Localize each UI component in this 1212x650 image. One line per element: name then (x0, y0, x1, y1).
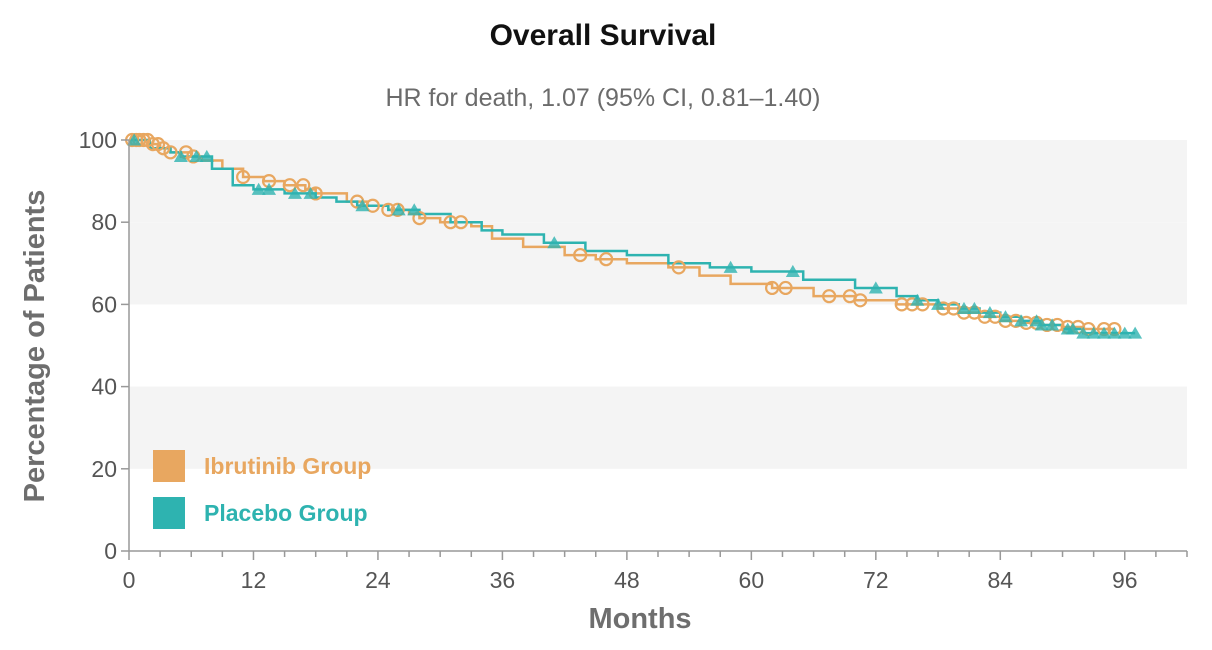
censor-mark-0-7 (156, 141, 171, 156)
background-bands (129, 140, 1187, 469)
censor-mark-1-27 (1076, 326, 1091, 339)
censor-mark-0-22 (453, 215, 469, 230)
x-tick-label-60: 60 (739, 567, 765, 593)
censor-mark-1-10 (407, 203, 422, 216)
censor-mark-1-9 (391, 203, 406, 216)
censor-mark-1-13 (785, 264, 800, 278)
censor-mark-1-3 (199, 149, 214, 162)
censor-mark-1-20 (998, 310, 1013, 323)
x-axis-title: Months (588, 603, 691, 635)
censor-mark-1-28 (1086, 326, 1101, 339)
censor-mark-1-2 (189, 149, 204, 162)
y-tick-label-20: 20 (91, 456, 117, 482)
censor-mark-1-16 (931, 297, 946, 310)
censor-mark-0-20 (412, 210, 427, 226)
censor-mark-1-11 (547, 236, 562, 249)
censor-mark-1-1 (173, 149, 188, 162)
censor-mark-0-28 (822, 289, 837, 304)
censor-mark-0-26 (764, 280, 780, 296)
legend-label-ibrutinib: Ibrutinib Group (204, 453, 371, 479)
censor-mark-1-21 (1014, 314, 1029, 327)
y-tick-label-40: 40 (91, 374, 117, 400)
y-tick-label-60: 60 (91, 291, 117, 317)
censor-mark-0-27 (778, 280, 793, 296)
x-tick-label-72: 72 (863, 567, 889, 593)
censor-mark-1-30 (1107, 326, 1122, 339)
censor-mark-0-17 (365, 198, 380, 213)
chart-title: Overall Survival (490, 19, 717, 52)
axes (121, 139, 1188, 560)
x-tick-label-84: 84 (987, 567, 1013, 593)
legend-swatch-ibrutinib (153, 450, 185, 482)
legend: Ibrutinib Group Placebo Group (153, 450, 371, 529)
censor-mark-1-12 (723, 260, 738, 273)
censor-mark-1-14 (868, 281, 883, 294)
censor-mark-1-29 (1097, 326, 1112, 339)
censor-mark-1-32 (1128, 326, 1143, 339)
x-tick-label-96: 96 (1112, 567, 1138, 593)
censor-mark-1-15 (910, 293, 925, 306)
censor-mark-0-21 (443, 215, 458, 230)
tick-labels: 0 12 24 36 48 60 72 84 96 0 20 40 60 80 100 (79, 127, 1138, 593)
censor-mark-1-5 (262, 182, 277, 195)
x-tick-label-36: 36 (490, 567, 516, 593)
censor-mark-0-24 (599, 252, 614, 267)
censor-mark-1-4 (251, 182, 266, 195)
band-top (129, 140, 1187, 223)
censor-mark-1-24 (1045, 318, 1060, 331)
censor-mark-0-11 (235, 169, 251, 185)
censor-mark-1-31 (1117, 326, 1132, 339)
censor-mark-1-6 (287, 186, 302, 199)
censor-mark-0-19 (390, 202, 405, 217)
censor-mark-1-26 (1065, 322, 1080, 335)
censor-mark-1-23 (1034, 318, 1049, 331)
censor-mark-1-0 (127, 133, 142, 146)
x-tick-label-48: 48 (614, 567, 640, 593)
y-tick-label-80: 80 (91, 209, 117, 235)
censor-mark-0-8 (163, 145, 178, 160)
censor-mark-1-19 (982, 306, 997, 319)
censor-mark-0-31 (894, 297, 909, 312)
censor-mark-0-23 (573, 247, 588, 263)
censor-mark-1-7 (303, 186, 318, 199)
x-tick-label-0: 0 (123, 567, 136, 593)
y-axis-title: Percentage of Patients (19, 190, 51, 503)
y-tick-label-0: 0 (104, 538, 117, 564)
censor-mark-0-25 (671, 260, 686, 275)
legend-swatch-placebo (153, 497, 185, 529)
censor-markers (125, 132, 1143, 339)
legend-label-placebo: Placebo Group (204, 500, 368, 526)
censor-mark-0-13 (282, 178, 297, 193)
y-tick-label-100: 100 (79, 127, 117, 153)
censor-mark-1-18 (967, 301, 982, 315)
chart-subtitle: HR for death, 1.07 (95% CI, 0.81–1.40) (386, 84, 821, 112)
band-0 (129, 386, 1187, 469)
censor-mark-1-8 (355, 199, 370, 212)
censor-mark-0-30 (853, 293, 868, 308)
censor-mark-0-18 (381, 202, 396, 217)
censor-mark-1-17 (956, 301, 971, 315)
x-tick-label-24: 24 (365, 567, 391, 593)
censor-mark-0-14 (296, 178, 311, 193)
x-tick-label-12: 12 (241, 567, 267, 593)
